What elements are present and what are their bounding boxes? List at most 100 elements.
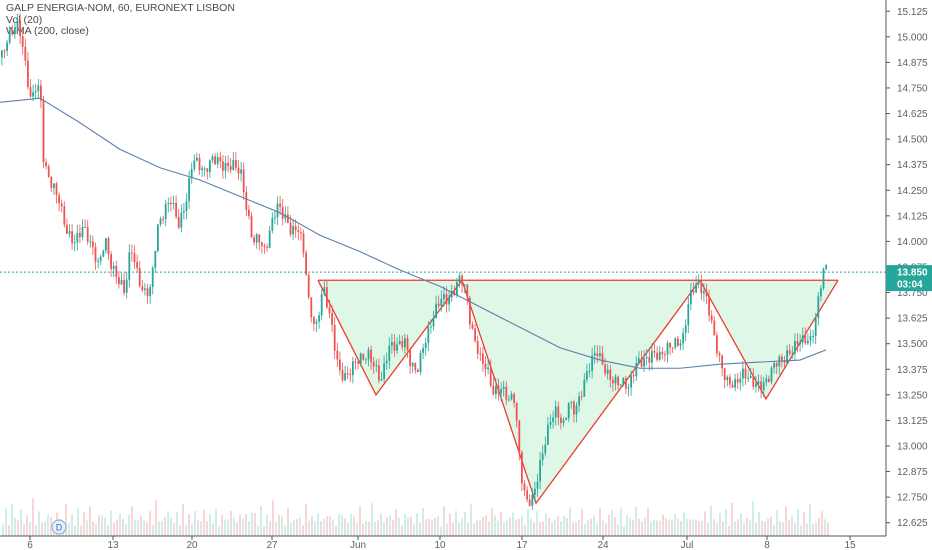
volume-bar	[113, 522, 115, 536]
volume-bar	[608, 514, 610, 536]
volume-bar	[530, 518, 532, 536]
volume-bar	[668, 519, 670, 536]
candle-body	[476, 340, 479, 354]
candle-body	[622, 378, 625, 385]
candle-body	[518, 420, 521, 453]
volume-bar	[758, 512, 760, 536]
candle-body	[409, 349, 411, 367]
volume-bar	[650, 521, 652, 536]
price-tick-label: 14.250	[897, 186, 928, 197]
volume-bar	[377, 520, 379, 536]
chart-legend: GALP ENERGIA-NOM, 60, EURONEXT LISBON Vo…	[6, 2, 235, 38]
candle-body	[682, 333, 684, 344]
volume-bar	[638, 518, 640, 536]
pattern-line	[461, 279, 701, 505]
candle-body	[177, 216, 180, 228]
candle-body	[713, 320, 716, 336]
candle-body	[513, 394, 515, 403]
candle-body	[339, 359, 341, 371]
candle-body	[201, 168, 203, 171]
volume-bar	[461, 518, 463, 536]
candle-body	[385, 360, 388, 364]
candle-body	[596, 353, 599, 357]
volume-bar	[179, 525, 181, 536]
dividend-marker-circle	[51, 519, 67, 535]
volume-bar	[824, 519, 826, 536]
candle-body	[817, 296, 820, 319]
candle-body	[505, 386, 508, 400]
candle-body	[6, 42, 8, 51]
volume-bar	[536, 511, 538, 536]
volume-bar	[770, 516, 772, 536]
candle-body	[578, 396, 580, 406]
head-and-shoulders-pattern	[317, 279, 839, 505]
candle-body	[144, 288, 146, 291]
volume-bar	[80, 525, 82, 536]
volume-bar	[26, 515, 28, 536]
candle-body	[528, 499, 531, 506]
candle-body	[627, 387, 630, 389]
pattern-fill-region	[700, 280, 838, 399]
price-tick-label: 13.750	[897, 288, 928, 299]
volume-bar	[389, 515, 391, 536]
volume-bar	[791, 515, 793, 536]
candle-body	[544, 444, 547, 454]
candle-body	[333, 324, 336, 351]
volume-bar	[764, 521, 766, 536]
candle-body	[110, 254, 112, 269]
candle-body	[697, 282, 700, 284]
volume-bar	[194, 511, 196, 536]
candle-body	[703, 290, 705, 294]
candle-body	[674, 338, 677, 348]
price-tick-label: 13.000	[897, 441, 928, 452]
volume-bar	[533, 522, 535, 536]
candle-body	[14, 27, 16, 35]
candle-body	[237, 167, 240, 174]
candle-body	[536, 481, 539, 489]
candle-body	[292, 226, 294, 235]
candle-body	[305, 252, 307, 275]
candle-body	[630, 375, 632, 388]
volume-bar	[563, 516, 565, 536]
candle-body	[648, 357, 651, 363]
volume-bar	[707, 522, 709, 536]
candle-body	[71, 231, 73, 244]
price-tick-label: 15.125	[897, 7, 928, 18]
candle-body	[729, 376, 731, 385]
candle-body	[599, 353, 601, 357]
volume-bar	[827, 522, 829, 536]
candle-body	[521, 452, 523, 484]
candle-body	[211, 156, 214, 161]
candle-body	[770, 367, 773, 382]
candle-body	[193, 160, 196, 170]
candle-body	[484, 363, 487, 370]
volume-bar	[485, 515, 487, 536]
volume-bar	[155, 500, 157, 536]
candle-body	[695, 283, 697, 293]
candle-body	[422, 348, 424, 353]
volume-bar	[299, 517, 301, 536]
volume-bar	[104, 517, 106, 536]
candle-body	[612, 379, 614, 384]
candle-body	[619, 384, 622, 386]
volume-bar	[161, 521, 163, 536]
volume-bar	[32, 498, 34, 536]
volume-bar	[746, 517, 748, 536]
volume-bar	[218, 526, 220, 536]
volume-bar	[380, 513, 382, 536]
candle-body	[557, 406, 560, 418]
candle-body	[718, 353, 721, 356]
candle-body	[8, 29, 11, 43]
volume-bar	[473, 523, 475, 536]
candle-body	[151, 267, 154, 287]
volume-bar	[167, 511, 169, 536]
candle-body	[445, 294, 448, 305]
candle-body	[549, 421, 552, 425]
volume-bar	[146, 522, 148, 536]
volume-bar	[101, 514, 103, 536]
volume-bar	[221, 515, 223, 536]
candle-body	[107, 238, 110, 255]
candle-body	[671, 347, 674, 349]
volume-bar	[260, 505, 262, 536]
